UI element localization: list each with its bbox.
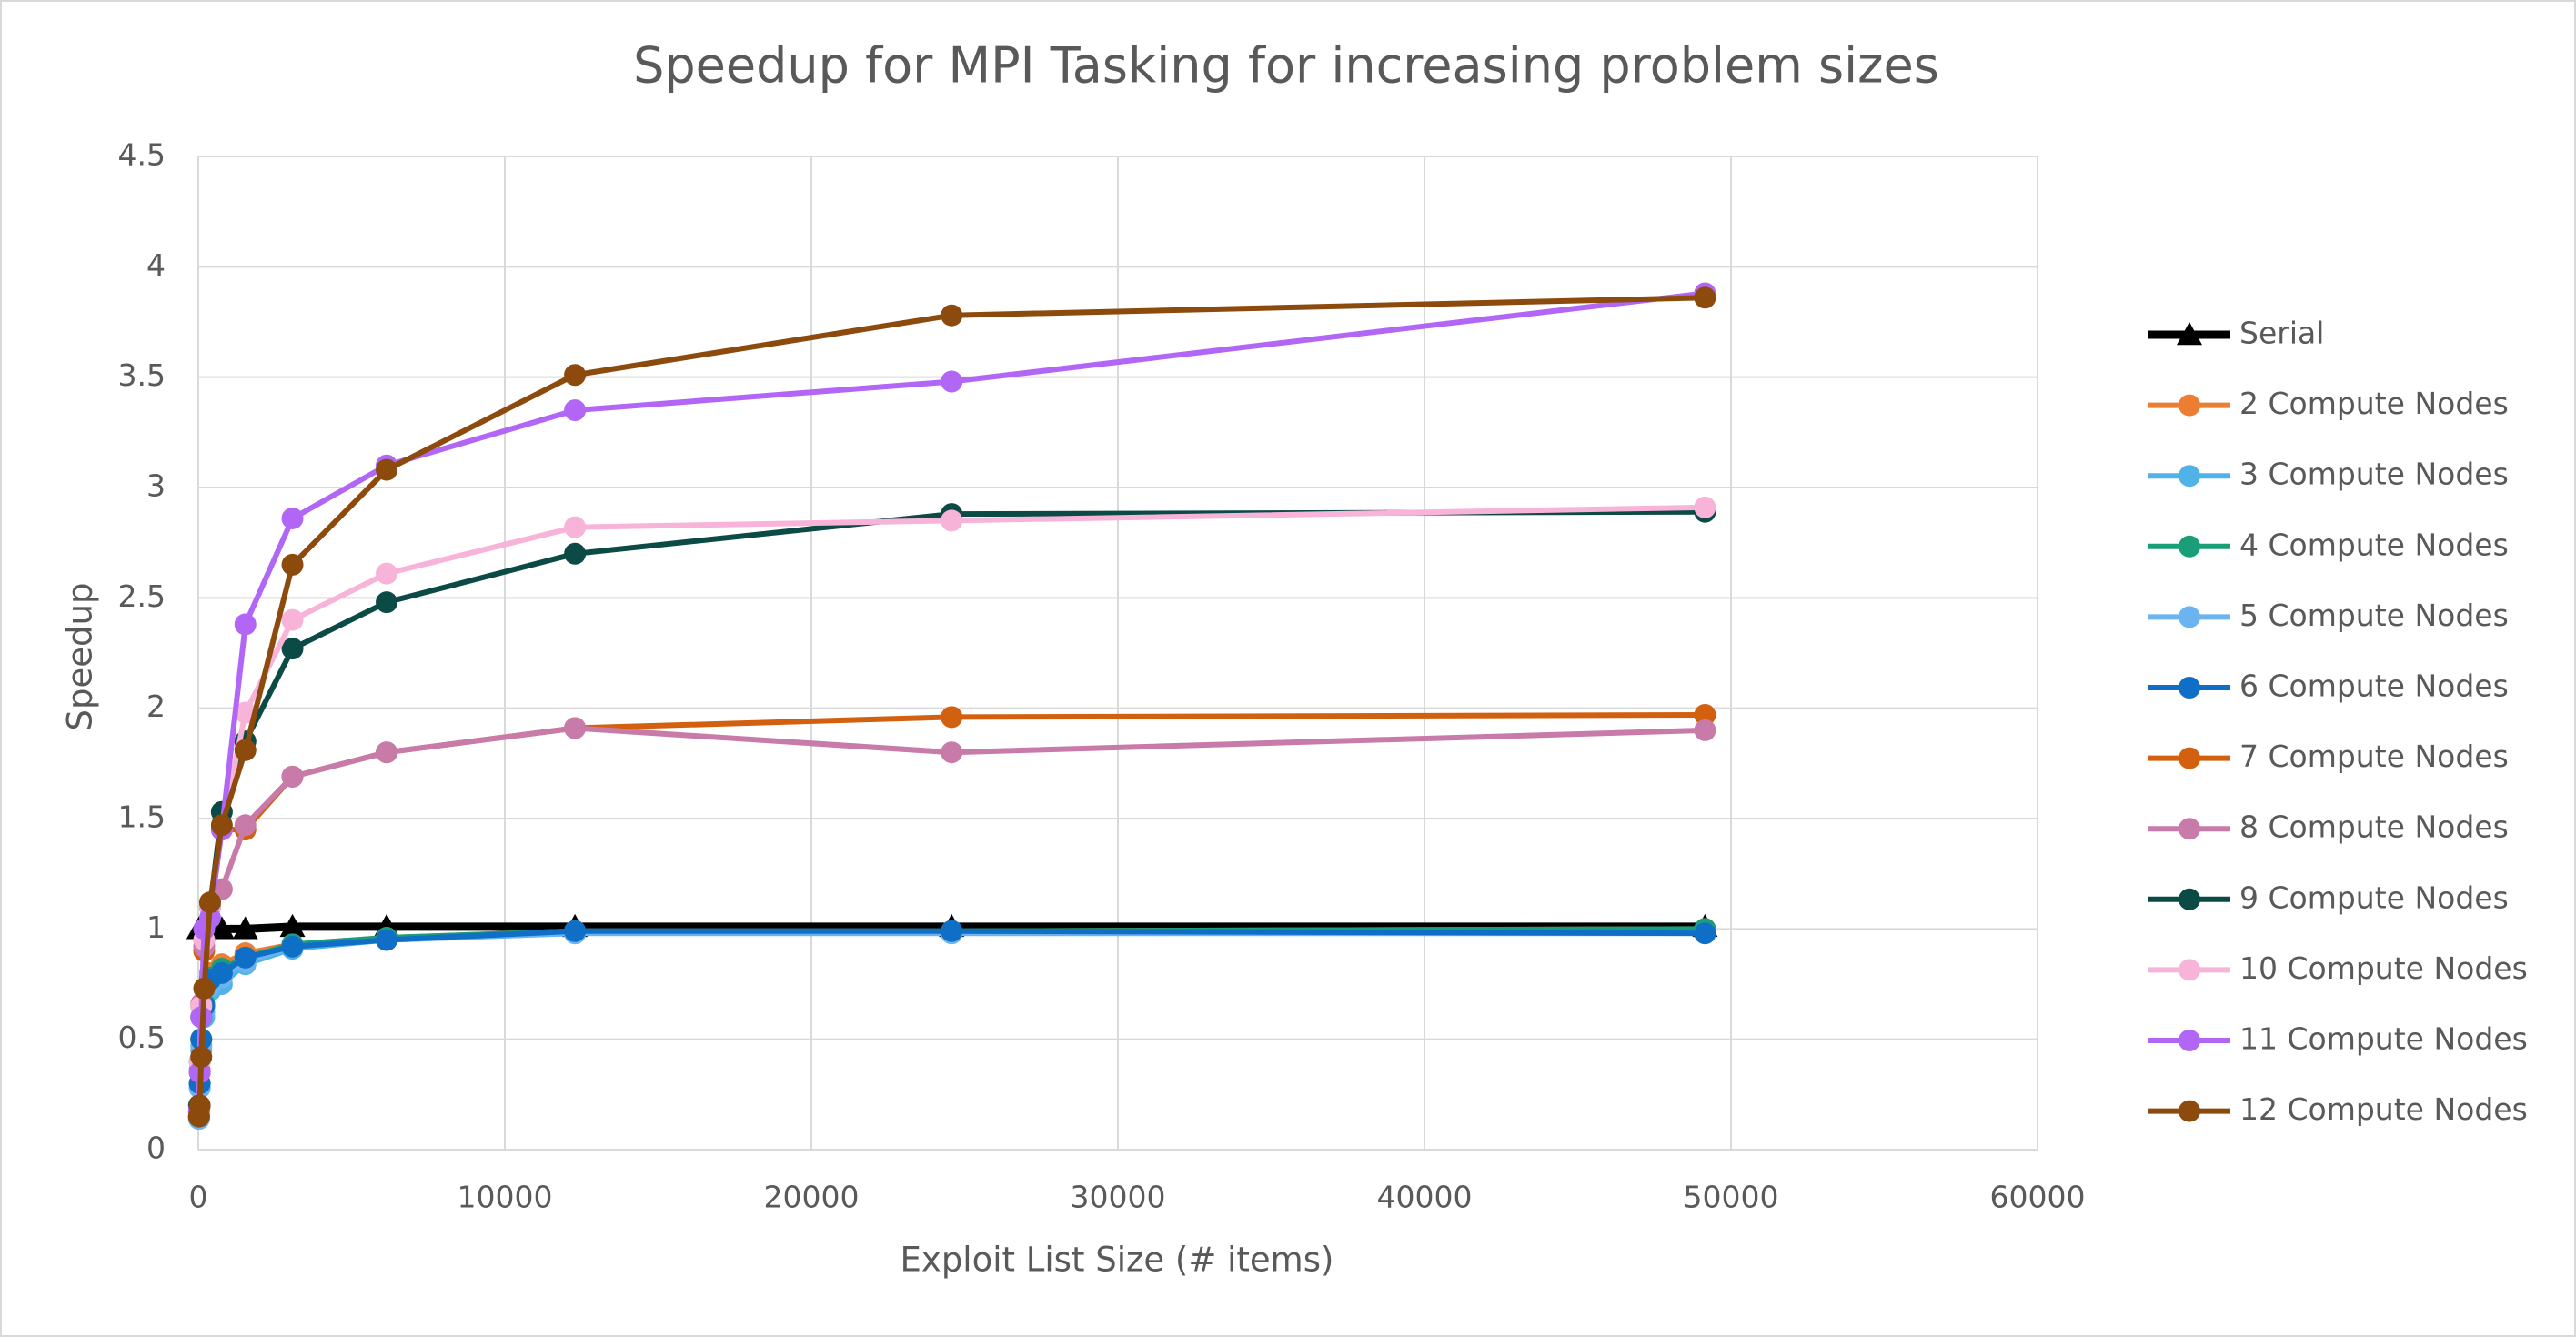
legend-marker [2179,818,2200,840]
marker [376,929,398,951]
legend-label: 6 Compute Nodes [2239,668,2509,704]
legend-marker [2179,394,2200,417]
marker [281,507,304,529]
x-tick-label: 0 [189,1180,208,1215]
legend-label: 4 Compute Nodes [2239,527,2509,562]
marker [281,935,304,958]
legend-label: 10 Compute Nodes [2239,950,2528,986]
chart-title: Speedup for MPI Tasking for increasing p… [633,37,1939,95]
marker [281,638,304,660]
marker [941,304,963,327]
marker [234,946,257,969]
marker [281,553,304,576]
legend-label: Serial [2239,316,2324,351]
y-tick-label: 2 [146,689,166,724]
y-tick-label: 0.5 [118,1020,166,1055]
marker [198,891,221,914]
y-tick-label: 0 [146,1131,166,1166]
legend-marker [2179,959,2200,981]
legend-marker [2179,465,2200,488]
marker [234,613,257,636]
marker [376,562,398,585]
marker [1694,286,1716,309]
marker [1694,922,1716,945]
legend-marker [2179,1030,2200,1051]
y-tick-label: 4 [146,247,166,283]
marker [232,916,258,940]
legend-marker [2179,535,2200,558]
marker [941,509,963,532]
legend-label: 12 Compute Nodes [2239,1091,2528,1127]
legend-marker [2179,747,2200,769]
legend-label: 3 Compute Nodes [2239,457,2509,492]
marker [941,706,963,729]
marker [941,920,963,942]
marker [564,717,587,739]
marker [564,516,587,538]
x-tick-label: 10000 [458,1180,553,1215]
marker [234,814,257,837]
y-tick-label: 1 [146,910,166,945]
marker [281,608,304,631]
x-axis-label: Exploit List Size (# items) [901,1241,1334,1280]
y-tick-label: 3 [146,468,166,504]
marker [210,814,233,837]
marker [193,977,216,1000]
marker [941,741,963,764]
marker [941,370,963,393]
legend-marker [2179,606,2200,628]
marker [279,913,306,938]
x-tick-label: 50000 [1684,1180,1779,1215]
marker [564,399,587,422]
marker [208,916,235,940]
marker [564,920,587,942]
x-tick-label: 20000 [764,1180,860,1215]
x-tick-label: 60000 [1990,1180,2086,1215]
y-tick-label: 2.5 [118,578,166,614]
legend-label: 5 Compute Nodes [2239,598,2509,633]
legend-label: 8 Compute Nodes [2239,809,2509,845]
marker [564,364,587,387]
legend-marker [2179,1100,2200,1122]
y-tick-label: 1.5 [118,799,166,835]
x-tick-label: 30000 [1071,1180,1166,1215]
x-tick-label: 40000 [1377,1180,1473,1215]
marker [376,591,398,614]
y-tick-label: 3.5 [118,357,166,393]
legend-label: 11 Compute Nodes [2239,1021,2528,1057]
y-tick-label: 4.5 [118,137,166,173]
legend-label: 7 Compute Nodes [2239,739,2509,774]
marker [1694,496,1716,518]
marker [1694,719,1716,741]
marker [376,741,398,764]
marker [190,1046,213,1069]
marker [564,542,587,565]
legend-marker [2177,322,2202,346]
legend-marker [2179,888,2200,910]
marker [234,739,257,761]
legend-marker [2179,677,2200,699]
marker [210,961,233,984]
legend-label: 9 Compute Nodes [2239,880,2509,915]
marker [376,458,398,481]
marker [1694,703,1716,726]
y-axis-label: Speedup [61,583,100,731]
marker [188,1094,211,1117]
legend-label: 2 Compute Nodes [2239,386,2509,421]
marker [281,765,304,788]
